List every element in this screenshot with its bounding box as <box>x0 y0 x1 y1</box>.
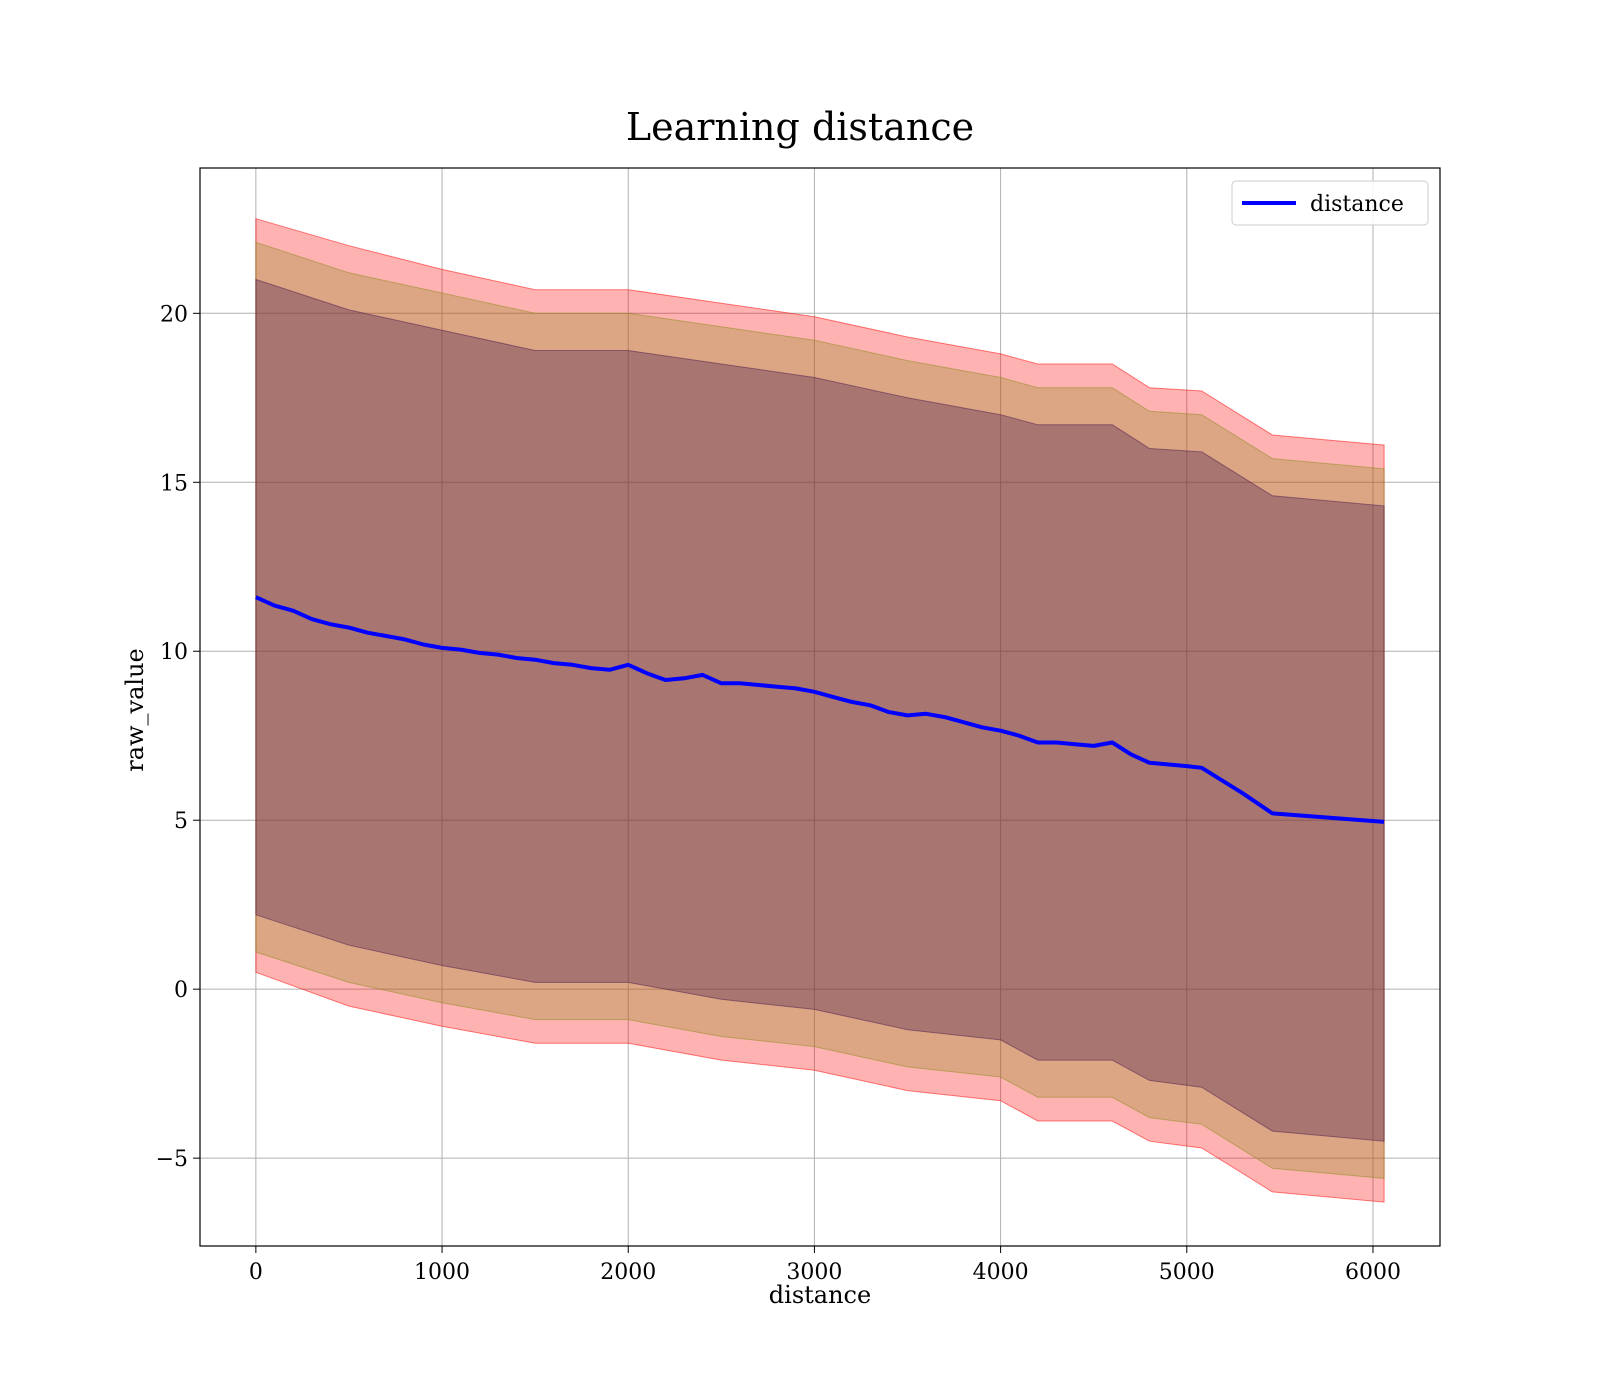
y-tick-label: 20 <box>160 302 188 327</box>
x-tick-label: 0 <box>249 1260 263 1285</box>
legend-box <box>1231 180 1429 226</box>
y-tick-label: 15 <box>160 471 188 496</box>
band-middle <box>255 241 1385 1179</box>
x-axis-label: distance <box>769 1281 871 1309</box>
plot-area: 0 1000 2000 3000 4000 5000 6000 −5 0 5 10 15 20 dista… <box>156 167 1441 1285</box>
series-line-distance <box>255 595 1385 824</box>
x-tick-label: 1000 <box>414 1260 470 1285</box>
x-tick-label: 6000 <box>1345 1260 1401 1285</box>
y-tick-label: −5 <box>156 1147 188 1172</box>
legend: distance <box>1231 180 1429 226</box>
band-inner <box>255 278 1385 1142</box>
legend-label: distance <box>1310 192 1404 217</box>
axes-frame <box>199 167 1441 1247</box>
x-tick-label: 3000 <box>786 1260 842 1285</box>
x-tick-label: 2000 <box>600 1260 656 1285</box>
y-tick-label: 10 <box>160 640 188 665</box>
y-axis-label: raw_value <box>121 648 149 772</box>
x-tick-label: 4000 <box>973 1260 1029 1285</box>
data-layer <box>255 218 1385 1203</box>
band-outer <box>255 218 1385 1203</box>
x-tick-label: 5000 <box>1159 1260 1215 1285</box>
grid-lines <box>200 168 1440 1246</box>
y-tick-label: 0 <box>174 978 188 1003</box>
chart-title: Learning distance <box>626 105 974 149</box>
y-tick-label: 5 <box>174 809 188 834</box>
